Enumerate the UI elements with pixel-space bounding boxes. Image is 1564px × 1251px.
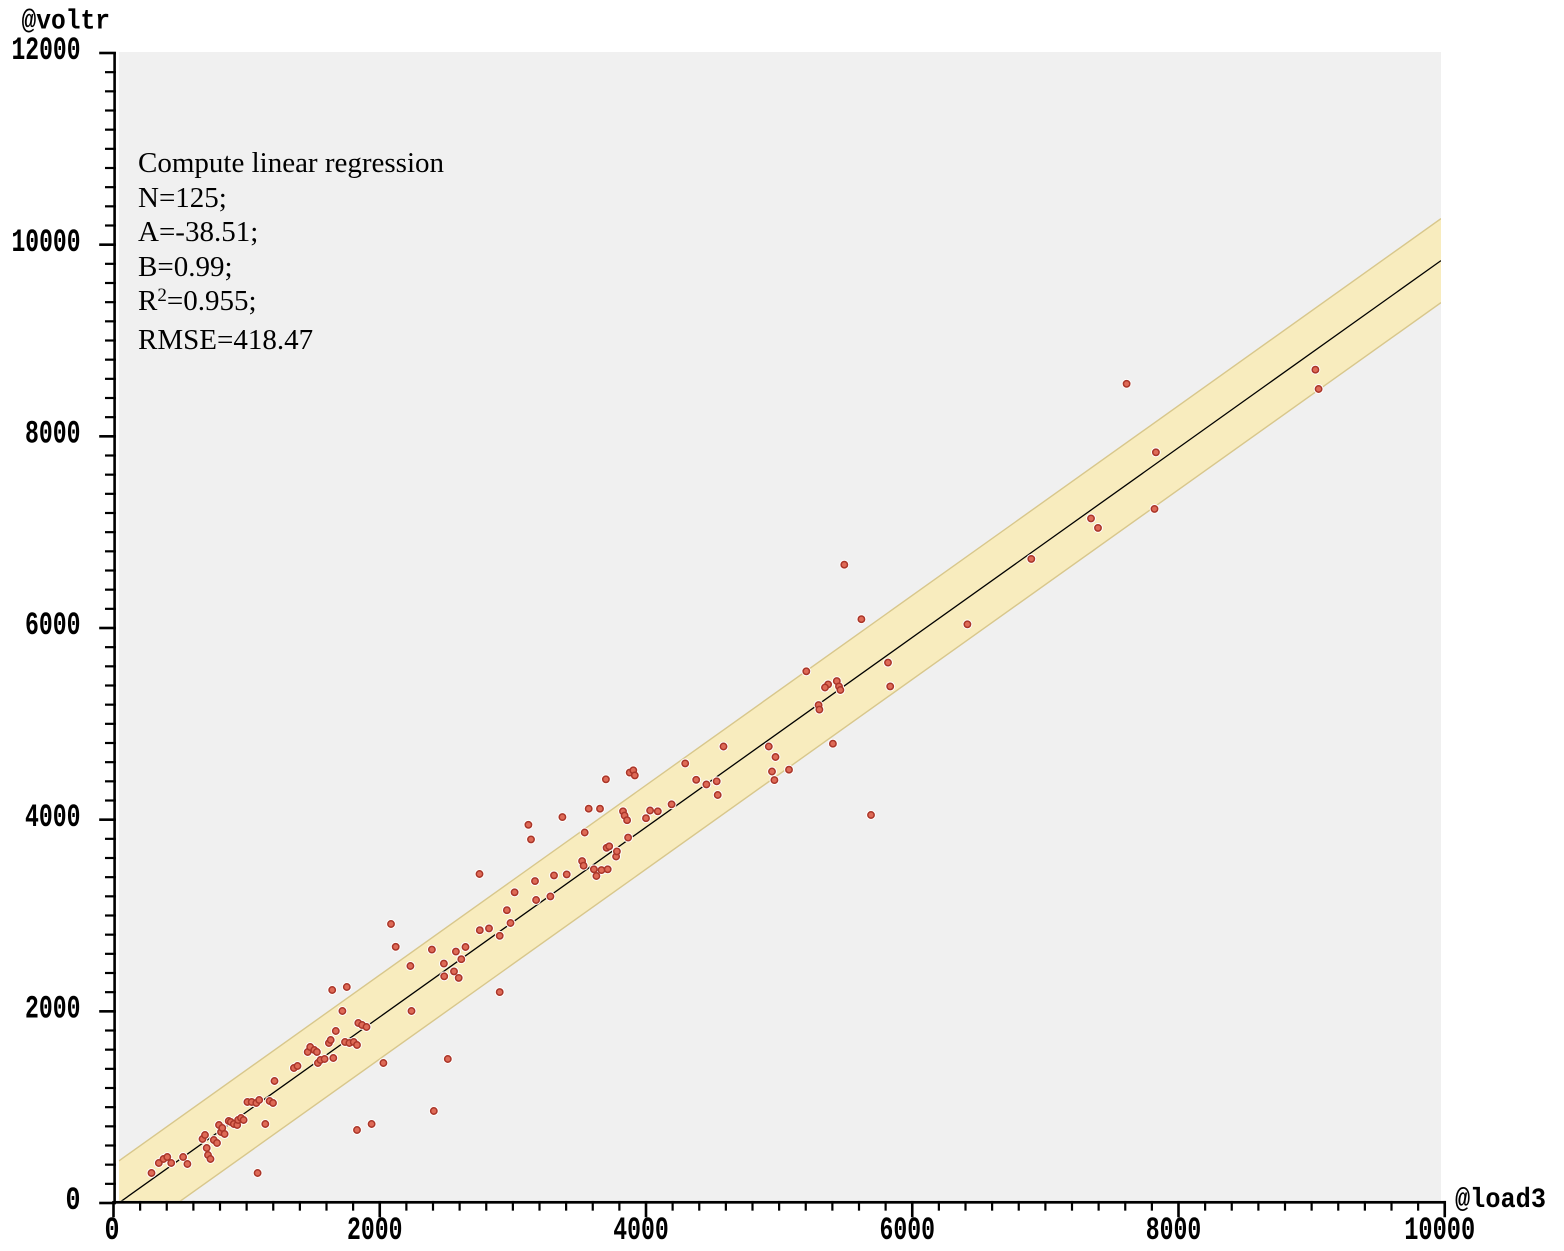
svg-text:0: 0 [66, 1182, 81, 1219]
svg-text:10000: 10000 [12, 224, 81, 261]
svg-text:@load3: @load3 [1455, 1185, 1546, 1216]
svg-text:8000: 8000 [25, 416, 81, 453]
svg-text:6000: 6000 [25, 607, 81, 644]
svg-text:2000: 2000 [25, 991, 81, 1028]
svg-text:@voltr: @voltr [22, 7, 111, 38]
svg-text:12000: 12000 [12, 32, 81, 69]
svg-text:6000: 6000 [880, 1212, 936, 1249]
svg-text:4000: 4000 [25, 799, 81, 836]
svg-text:10000: 10000 [1404, 1212, 1475, 1249]
svg-text:2000: 2000 [347, 1212, 403, 1249]
svg-text:8000: 8000 [1146, 1212, 1202, 1249]
svg-text:4000: 4000 [613, 1212, 669, 1249]
svg-text:0: 0 [105, 1212, 120, 1249]
